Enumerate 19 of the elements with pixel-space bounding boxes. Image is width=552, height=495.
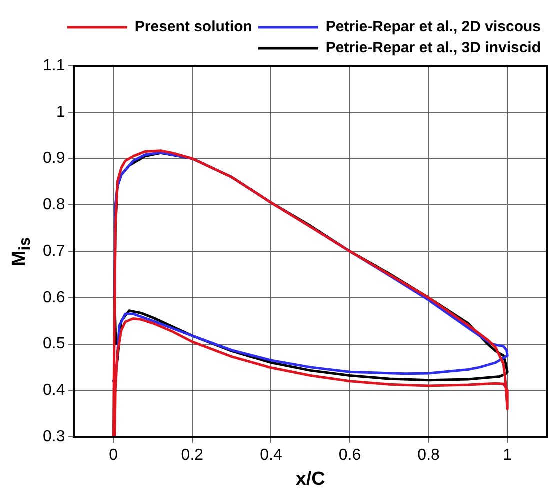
y-tick-label: 0.9: [42, 150, 66, 168]
y-tick-label: 0.5: [42, 336, 66, 353]
x-tick-label: 0.4: [260, 447, 282, 464]
x-tick-label: 0.6: [338, 447, 362, 464]
x-axis-title: x/C: [296, 468, 326, 490]
legend-label: Petrie-Repar et al., 3D inviscid: [326, 40, 542, 57]
legend-label: Present solution: [134, 18, 252, 36]
y-tick-label: 0.7: [42, 242, 66, 260]
y-tick-label: 0.3: [42, 428, 66, 446]
x-tick-label: 0.8: [418, 447, 440, 464]
y-tick-label: 0.4: [42, 382, 66, 400]
y-tick-label: 1: [56, 104, 66, 121]
legend-label: Petrie-Repar et al., 2D viscous: [326, 18, 542, 36]
x-tick-label: 1: [503, 447, 512, 464]
x-tick-label: 0.2: [181, 447, 204, 464]
y-tick-label: 0.8: [42, 196, 66, 214]
x-tick-label: 0: [109, 447, 118, 464]
y-tick-label: 1.1: [42, 57, 66, 74]
y-tick-label: 0.6: [42, 289, 66, 306]
